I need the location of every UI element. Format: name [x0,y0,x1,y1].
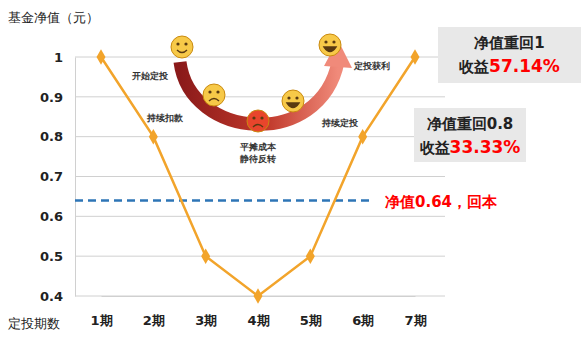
callout: 净值重回0.8 收益33.33% [414,108,526,162]
emoji-eye [295,96,298,99]
emoji [171,36,193,58]
grid [75,57,445,296]
x-axis-title: 定投期数 [8,316,60,331]
emoji [203,84,225,106]
y-tick: 0.9 [40,89,75,104]
y-tick: 0.7 [40,169,75,184]
emoji-face [171,36,193,58]
chart: 0.4 0.5 0.6 0.7 0.8 0.9 1 1期 2期 3期 4期 5期 6期 7期 基金净值（元）… [0,0,585,353]
marker [306,248,315,264]
marker [411,49,420,65]
reference-line [75,199,370,202]
emoji [247,110,269,132]
reference-label: 净值0.64，回本 [385,193,498,211]
marker [201,248,210,264]
x-tick: 1期 [90,296,112,328]
emoji-eye [184,42,187,45]
stage-label: 持续定投 [321,118,359,128]
emoji [282,90,304,112]
emoji-eye [176,42,179,45]
emoji-eye [216,90,219,93]
stage-label: 持续扣款 [146,113,184,123]
y-tick-label: 0.5 [40,249,63,264]
y-tick: 1 [54,50,75,65]
emoji-face [203,84,225,106]
emoji-face [319,34,341,56]
series-line [101,57,415,296]
y-tick-label: 0.6 [40,209,63,224]
grid-line [75,176,445,177]
y-tick-label: 0.8 [40,129,63,144]
callout-prefix: 收益 [459,58,489,76]
emoji-eye [260,116,263,119]
grid-line [75,57,445,58]
callout-title: 净值重回1 [474,34,544,52]
marker [149,129,158,145]
emoji-eye [208,90,211,93]
emoji-eye [252,116,255,119]
y-tick-label: 0.9 [40,89,63,104]
callout-box [414,108,526,162]
stage-label: 开始定投 [131,71,169,81]
stage-label: 定投获利 [353,61,390,71]
emoji-mouth [287,103,299,108]
emoji-mouth [253,125,263,128]
callout-highlight: 57.14% [489,56,560,76]
callout-title: 净值重回0.8 [427,115,514,133]
emoji-eye [332,40,335,43]
callout-highlight: 33.33% [450,137,521,157]
callout-value: 收益33.33% [420,137,521,157]
x-tick-label: 3期 [195,313,217,328]
y-axis-line [75,58,76,297]
callout: 净值重回1 收益57.14% [438,27,581,83]
x-tick-label: 2期 [143,313,165,328]
y-axis-title: 基金净值（元） [8,10,99,25]
marker [254,288,263,304]
x-tick-label: 4期 [247,313,269,328]
x-tick: 5期 [300,296,322,328]
x-tick-label: 6期 [352,313,374,328]
y-axis: 0.4 0.5 0.6 0.7 0.8 0.9 1 [40,50,76,304]
plot-area [75,49,419,304]
emoji [319,34,341,56]
y-tick: 0.8 [40,129,75,144]
callout-box [438,27,581,83]
grid-line [75,136,445,137]
x-tick: 2期 [143,296,165,328]
y-tick: 0.4 [40,289,75,304]
y-tick-label: 0.7 [40,169,63,184]
x-tick: 6期 [352,296,374,328]
emoji-mouth [324,47,336,52]
stage-label: 平摊成本 [239,142,277,152]
x-tick-label: 1期 [90,313,112,328]
grid-line [75,216,445,217]
x-tick-label: 7期 [404,313,426,328]
emoji-face [282,90,304,112]
emoji-eye [324,40,327,43]
grid-line [75,256,445,257]
x-tick-label: 5期 [300,313,322,328]
callout-value: 收益57.14% [459,56,560,76]
x-tick: 7期 [404,296,426,328]
callout-prefix: 收益 [420,139,450,157]
emoji-eye [287,96,290,99]
emoji-mouth [209,99,219,102]
y-tick-label: 0.4 [40,289,63,304]
emoji-face [247,110,269,132]
x-tick: 3期 [195,296,217,328]
y-tick-label: 1 [54,50,63,65]
marker [358,129,367,145]
marker [97,49,106,65]
emoji-mouth [177,50,187,53]
y-tick: 0.6 [40,209,75,224]
stage-label: 静待反转 [239,154,276,164]
y-tick: 0.5 [40,249,75,264]
